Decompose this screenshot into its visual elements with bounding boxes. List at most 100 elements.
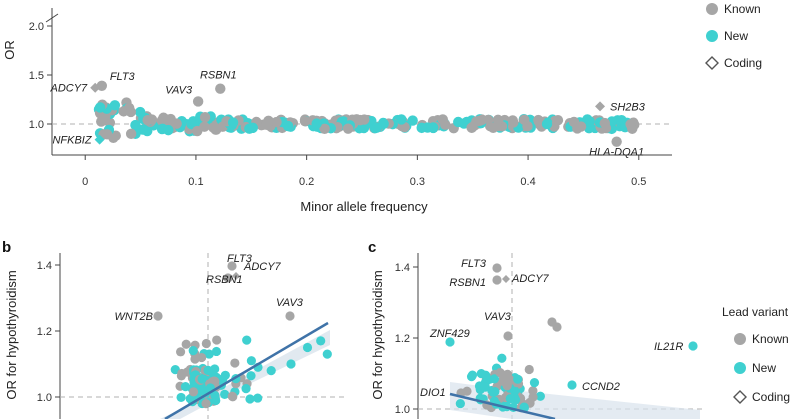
panel-a-xlabel: Minor allele frequency (300, 199, 428, 214)
new-variant-point (242, 335, 252, 345)
known-variant-point (188, 387, 199, 397)
legend-lead-variant-title: Lead variant (722, 305, 789, 319)
panel-c-letter: c (368, 239, 376, 256)
gene-label: FLT3 (110, 71, 136, 83)
gene-label: RSBN1 (449, 277, 486, 289)
known-variant-point (201, 398, 211, 409)
new-variant-point (186, 118, 197, 130)
labeled-variant-point (285, 311, 295, 321)
known-variant-point (171, 118, 182, 129)
known-variant-point (528, 392, 538, 402)
panel-a-y-tick-label: 2.0 (29, 21, 44, 33)
panel-c-y-ticks: 1.0 1.2 1.4 (395, 262, 418, 416)
labeled-variant-point (445, 337, 455, 347)
known-variant-point (110, 130, 121, 141)
panel-b-ylabel: OR for hypothyroidism (4, 270, 19, 399)
known-variant-point (502, 381, 512, 391)
new-variant-point (247, 122, 258, 134)
legend-entry-label: New (724, 29, 748, 43)
gene-label: WNT2B (115, 311, 154, 323)
panel-a-points (90, 80, 640, 147)
panel-a-y-tick-label: 1.5 (29, 70, 44, 82)
panel-a-x-tick-label: 0.5 (631, 176, 646, 188)
new-variant-point (188, 345, 198, 356)
panel-a-x-ticks: 0 0.1 0.2 0.3 0.4 0.5 (82, 155, 646, 188)
coding-variant-point (502, 275, 510, 283)
gene-label: FLT3 (227, 253, 253, 265)
labeled-variant-point (688, 341, 698, 351)
new-variant-point (210, 390, 220, 401)
known-variant-point (142, 114, 153, 126)
legend-top: Known New Coding (705, 2, 762, 70)
coding-variant-point (232, 272, 240, 280)
known-variant-point (271, 116, 282, 128)
panel-a-y-ticks: 1.0 1.5 2.0 (29, 21, 52, 131)
known-variant-point (519, 114, 530, 125)
panel-a-x-tick-label: 0.2 (299, 176, 314, 188)
known-variant-point (211, 124, 222, 135)
new-variant-point (316, 336, 326, 346)
legend-new-swatch (706, 30, 718, 42)
panel-a-x-tick-label: 0.1 (188, 176, 203, 188)
new-variant-point (130, 119, 141, 131)
new-variant-point (455, 398, 465, 409)
new-variant-point (584, 116, 595, 127)
new-variant-point (416, 122, 427, 134)
legend-known-swatch (706, 3, 718, 15)
gene-label: ADCY7 (49, 83, 88, 95)
known-variant-point (227, 391, 237, 401)
labeled-variant-point (227, 261, 237, 271)
coding-variant-point (94, 134, 105, 145)
labeled-variant-point (492, 263, 502, 273)
panel-b-y-tick-label: 1.4 (37, 260, 52, 272)
new-variant-point (458, 118, 470, 129)
known-variant-point (201, 338, 211, 349)
new-variant-point (488, 387, 498, 397)
known-variant-point (125, 106, 137, 118)
known-variant-point (156, 115, 168, 126)
new-variant-point (203, 365, 213, 375)
panel-b-y-tick-label: 1.2 (37, 326, 52, 338)
gene-label: NFKBIZ (52, 135, 92, 147)
panel-c-regression-line (449, 392, 556, 419)
known-variant-point (125, 128, 137, 140)
known-variant-point (197, 352, 207, 363)
new-variant-point (513, 374, 523, 384)
new-variant-point (510, 386, 520, 396)
panel-a-point-labels: ADCY7 FLT3 RSBN1 VAV3 NFKBIZ SH2B3 HLA-DQA1 (49, 70, 645, 159)
known-variant-point (524, 364, 534, 375)
gene-label: ADCY7 (243, 261, 282, 273)
panel-a-x-tick-label: 0.4 (520, 176, 535, 188)
known-variant-point (355, 114, 366, 126)
legend-entry-label: Known (752, 332, 789, 346)
new-variant-point (529, 377, 540, 388)
new-variant-point (519, 402, 529, 412)
labeled-variant-point (503, 331, 513, 341)
panel-a-x-tick-label: 0.3 (410, 176, 425, 188)
new-variant-point (286, 359, 296, 369)
panel-a-x-tick-label: 0 (82, 176, 88, 188)
new-variant-point (541, 118, 553, 130)
new-variant-point (246, 356, 256, 366)
known-variant-point (625, 119, 636, 130)
gene-label: SH2B3 (610, 101, 646, 113)
known-variant-point (212, 335, 222, 345)
known-variant-point (599, 117, 611, 129)
known-variant-point (175, 347, 186, 357)
panel-c-y-tick-label: 1.0 (395, 404, 410, 416)
legend-lead-variant: Lead variant Known New Coding (722, 305, 790, 404)
y-axis-break (45, 13, 59, 23)
gene-label: VAV3 (484, 311, 512, 323)
new-variant-point (211, 346, 222, 357)
known-variant-point (508, 117, 519, 128)
new-variant-point (220, 389, 230, 399)
new-variant-point (253, 393, 263, 403)
labeled-variant-point (223, 273, 233, 283)
new-variant-point (497, 353, 507, 363)
new-variant-point (163, 124, 174, 136)
known-variant-point (181, 339, 191, 349)
panel-a-y-tick-label: 1.0 (29, 119, 44, 131)
new-variant-point (245, 394, 255, 404)
known-variant-point (488, 122, 499, 134)
new-variant-point (204, 349, 214, 359)
